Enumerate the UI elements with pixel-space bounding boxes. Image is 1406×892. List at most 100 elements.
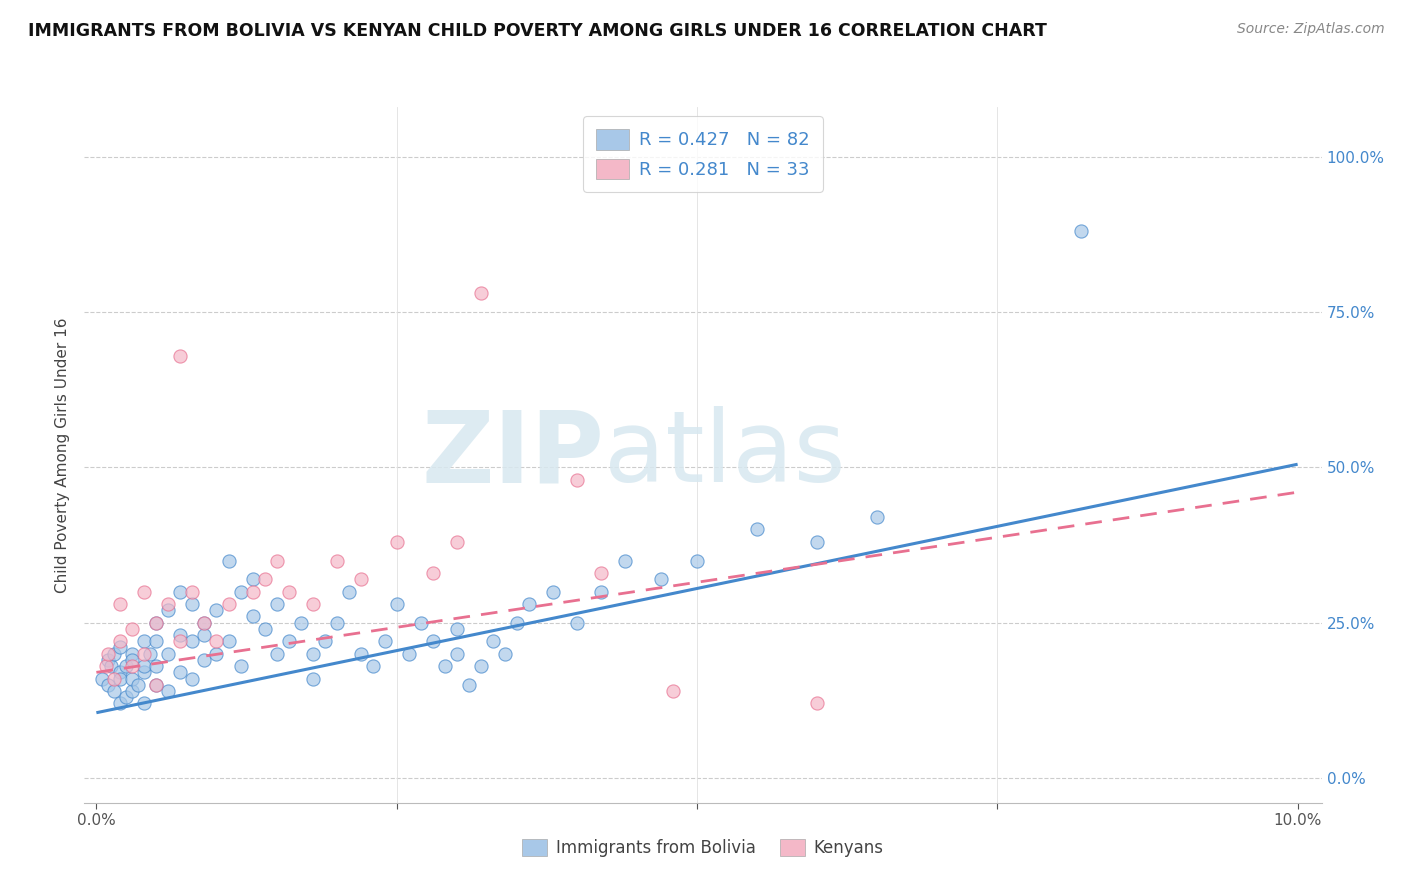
Point <box>361 659 384 673</box>
Point <box>589 584 612 599</box>
Point <box>121 653 143 667</box>
Point <box>127 678 149 692</box>
Point <box>134 634 156 648</box>
Point <box>157 603 180 617</box>
Point <box>110 697 132 711</box>
Point <box>134 665 156 680</box>
Point <box>541 584 564 599</box>
Point <box>97 653 120 667</box>
Point <box>169 584 191 599</box>
Point <box>506 615 529 630</box>
Point <box>169 665 191 680</box>
Point <box>181 597 204 611</box>
Point <box>134 659 156 673</box>
Point <box>169 349 191 363</box>
Point <box>193 615 215 630</box>
Point <box>446 647 468 661</box>
Point <box>94 659 117 673</box>
Point <box>157 684 180 698</box>
Point <box>229 584 252 599</box>
Point <box>385 534 408 549</box>
Point <box>103 647 125 661</box>
Point <box>139 647 162 661</box>
Point <box>169 634 191 648</box>
Point <box>103 684 125 698</box>
Point <box>145 615 167 630</box>
Point <box>350 647 373 661</box>
Text: Source: ZipAtlas.com: Source: ZipAtlas.com <box>1237 22 1385 37</box>
Point <box>169 628 191 642</box>
Point <box>517 597 540 611</box>
Point <box>433 659 456 673</box>
Text: atlas: atlas <box>605 407 845 503</box>
Legend: Immigrants from Bolivia, Kenyans: Immigrants from Bolivia, Kenyans <box>516 832 890 864</box>
Point <box>385 597 408 611</box>
Point <box>121 659 143 673</box>
Point <box>103 672 125 686</box>
Point <box>193 653 215 667</box>
Point <box>866 510 889 524</box>
Point <box>446 534 468 549</box>
Point <box>350 572 373 586</box>
Point <box>266 647 288 661</box>
Point <box>115 690 138 705</box>
Point <box>446 622 468 636</box>
Point <box>145 659 167 673</box>
Text: IMMIGRANTS FROM BOLIVIA VS KENYAN CHILD POVERTY AMONG GIRLS UNDER 16 CORRELATION: IMMIGRANTS FROM BOLIVIA VS KENYAN CHILD … <box>28 22 1047 40</box>
Point <box>301 647 323 661</box>
Point <box>290 615 312 630</box>
Point <box>301 672 323 686</box>
Y-axis label: Child Poverty Among Girls Under 16: Child Poverty Among Girls Under 16 <box>55 318 70 592</box>
Point <box>205 634 228 648</box>
Point <box>589 566 612 580</box>
Point <box>253 572 276 586</box>
Point <box>218 553 240 567</box>
Point <box>325 553 347 567</box>
Point <box>266 597 288 611</box>
Point <box>277 584 299 599</box>
Point <box>193 628 215 642</box>
Point <box>253 622 276 636</box>
Point <box>121 622 143 636</box>
Point <box>134 647 156 661</box>
Point <box>218 597 240 611</box>
Point <box>193 615 215 630</box>
Point <box>110 640 132 655</box>
Point <box>91 672 114 686</box>
Point <box>134 697 156 711</box>
Point <box>110 665 132 680</box>
Point <box>337 584 360 599</box>
Point <box>613 553 636 567</box>
Point <box>242 609 264 624</box>
Point <box>145 678 167 692</box>
Point <box>470 659 492 673</box>
Point <box>314 634 336 648</box>
Point <box>745 523 768 537</box>
Point <box>1070 224 1092 238</box>
Point <box>374 634 396 648</box>
Point <box>205 647 228 661</box>
Point <box>121 647 143 661</box>
Point <box>100 659 122 673</box>
Point <box>398 647 420 661</box>
Point <box>494 647 516 661</box>
Point <box>662 684 685 698</box>
Point <box>115 659 138 673</box>
Point <box>121 684 143 698</box>
Point <box>242 584 264 599</box>
Point <box>409 615 432 630</box>
Point <box>181 634 204 648</box>
Point <box>181 672 204 686</box>
Point <box>301 597 323 611</box>
Point <box>205 603 228 617</box>
Point <box>110 634 132 648</box>
Point <box>145 615 167 630</box>
Point <box>470 286 492 301</box>
Point <box>565 473 588 487</box>
Point <box>266 553 288 567</box>
Point <box>229 659 252 673</box>
Point <box>97 647 120 661</box>
Point <box>218 634 240 648</box>
Point <box>242 572 264 586</box>
Point <box>134 584 156 599</box>
